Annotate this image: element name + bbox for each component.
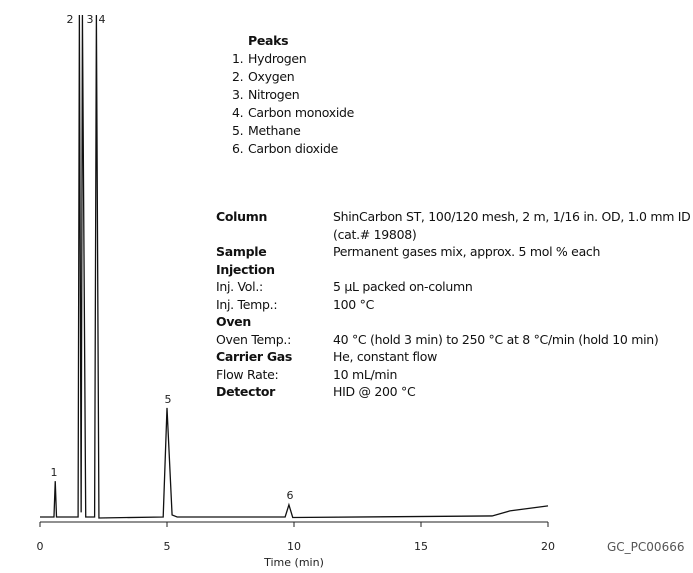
condition-label: Oven [216,314,251,329]
peak-list: Peaks 1. Hydrogen 2. Oxygen 3. Nitrogen 4. Carbo… [232,32,354,158]
condition-row: Carrier Gas He, constant flow [216,348,690,366]
condition-text: 40 °C (hold 3 min) to 250 °C at 8 °C/min… [333,331,659,347]
x-tick-label: 20 [541,540,555,553]
trace [40,14,549,519]
peak-num: 6. [232,141,244,156]
peak-label: 3 [87,13,94,26]
condition-value: He, constant flow [333,348,437,366]
peak-name: Carbon dioxide [248,141,338,156]
peak-label: 2 [67,13,74,26]
condition-text: He, constant flow [333,349,437,364]
peak-name: Hydrogen [248,51,307,66]
x-tick-label: 10 [287,540,301,553]
peak-item: 3. Nitrogen [232,86,354,104]
peak-num: 4. [232,105,244,120]
peak-name: Nitrogen [248,87,300,102]
condition-label: Column [216,209,268,224]
condition-text: 10 mL/min [333,366,398,382]
peak-item: 5. Methane [232,122,354,140]
condition-row: Injection [216,261,690,279]
peak-name: Carbon monoxide [248,105,355,120]
peak-label: 1 [51,466,58,479]
condition-label: Sample [216,244,267,259]
condition-text: ShinCarbon ST, 100/120 mesh, 2 m, 1/16 i… [333,209,691,224]
x-axis-label: Time (min) [263,556,324,569]
condition-row: Sample Permanent gases mix, approx. 5 mol… [216,243,690,261]
condition-label: Detector [216,384,276,399]
condition-label: Oven Temp.: [216,331,292,347]
condition-row: Inj. Temp.: 100 °C [216,296,690,314]
peak-item: 6. Carbon dioxide [232,140,354,158]
condition-row: Inj. Vol.: 5 µL packed on-column [216,278,690,296]
peak-item: 4. Carbon monoxide [232,104,354,122]
condition-label: Inj. Temp.: [216,296,278,312]
peak-num: 2. [232,69,244,84]
figure-code: GC_PC00666 [607,540,685,554]
peak-name: Methane [248,123,301,138]
condition-value: ShinCarbon ST, 100/120 mesh, 2 m, 1/16 i… [333,208,691,243]
peak-label: 5 [165,393,172,406]
peak-num: 1. [232,51,244,66]
condition-text: 5 µL packed on-column [333,279,473,294]
peak-label: 6 [287,489,294,502]
peak-num: 3. [232,87,244,102]
conditions: Column ShinCarbon ST, 100/120 mesh, 2 m, … [216,208,691,401]
condition-label: Injection [216,261,275,277]
condition-value: 40 °C (hold 3 min) to 250 °C at 8 °C/min… [333,331,659,349]
condition-value: HID @ 200 °C [333,383,416,401]
condition-text: (cat.# 19808) [333,226,417,242]
condition-value: 10 mL/min [333,366,397,384]
condition-row: Column ShinCarbon ST, 100/120 mesh, 2 m, … [216,208,691,243]
peak-item: 1. Hydrogen [232,50,354,68]
condition-label: Carrier Gas [216,349,293,364]
peak-name: Oxygen [248,69,295,84]
peaks-title: Peaks [248,33,289,48]
condition-text: Permanent gases mix, approx. 5 mol % eac… [333,244,601,259]
x-tick-label: 15 [414,540,428,553]
condition-text: HID @ 200 °C [333,384,416,399]
condition-label: Flow Rate: [216,366,279,382]
peak-item: 2. Oxygen [232,68,354,86]
condition-row: Detector HID @ 200 °C [216,383,690,401]
condition-value: 5 µL packed on-column [333,278,473,296]
condition-row: Oven [216,313,690,331]
condition-row: Flow Rate: 10 mL/min [216,366,690,384]
x-tick-label: 0 [37,540,44,553]
condition-text: 100 °C [333,296,375,312]
x-tick-label: 5 [164,540,171,553]
condition-row: Oven Temp.: 40 °C (hold 3 min) to 250 °C … [216,331,690,349]
condition-value: Permanent gases mix, approx. 5 mol % eac… [333,243,600,261]
peak-label: 4 [99,13,106,26]
condition-label: Inj. Vol.: [216,279,263,294]
peak-num: 5. [232,123,244,138]
condition-value: 100 °C [333,296,374,314]
